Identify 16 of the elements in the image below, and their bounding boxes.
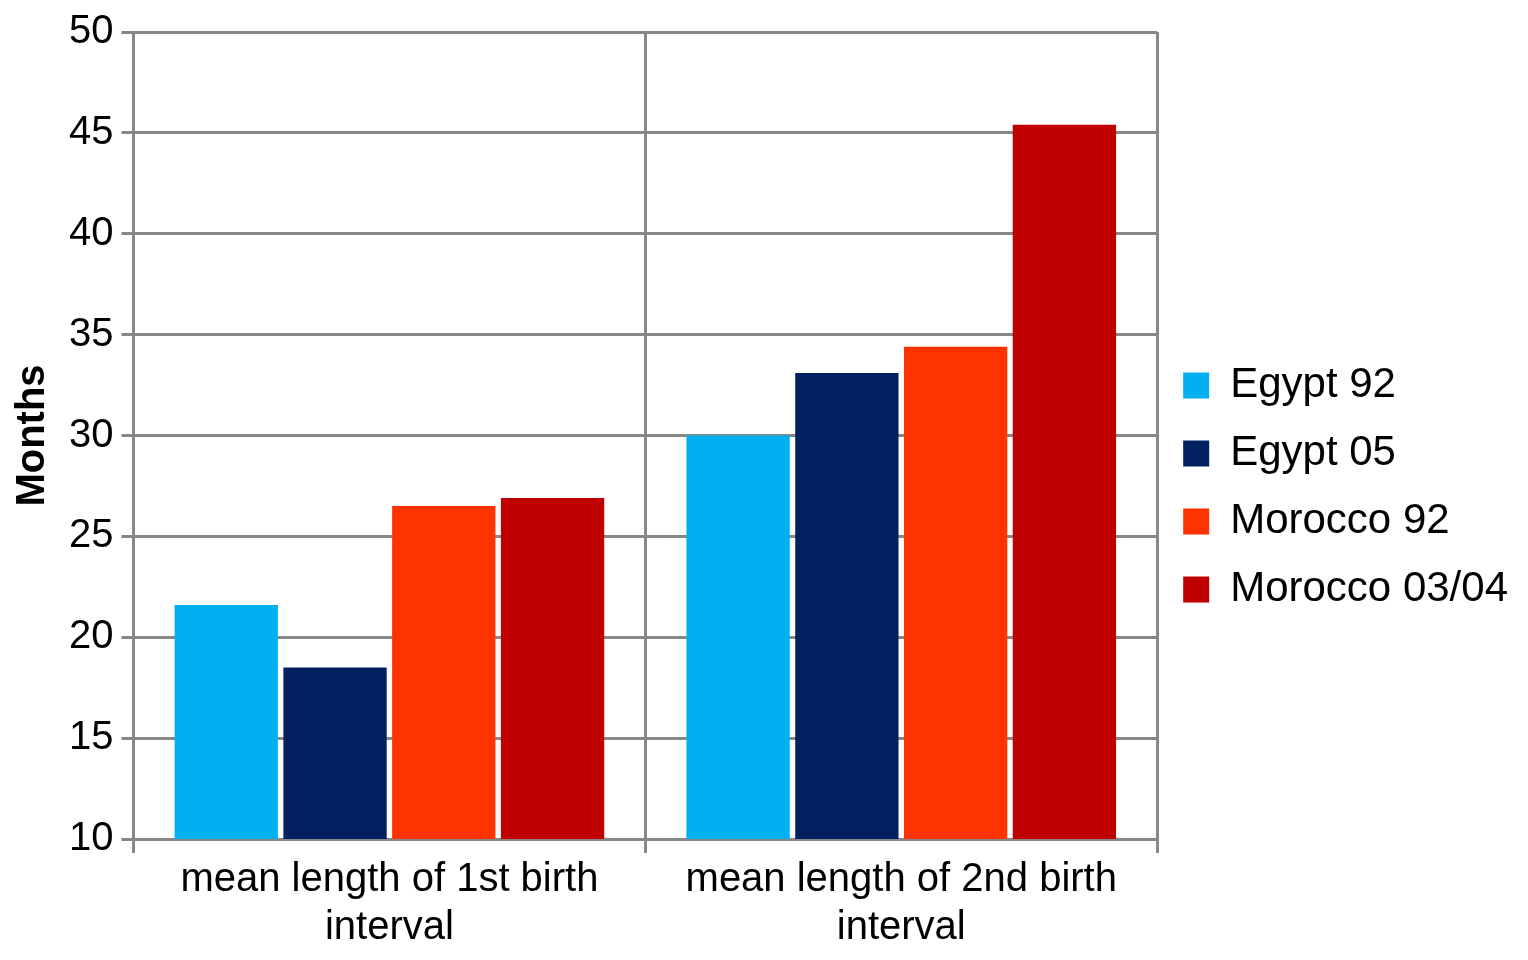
y-tick-label: 15 (68, 713, 114, 758)
y-tick-label: 20 (68, 612, 114, 657)
x-tick-label: mean length of 2nd birth interval (685, 855, 1117, 948)
y-axis-title: Months (8, 364, 53, 507)
x-tick-label: mean length of 1st birth interval (180, 855, 599, 948)
legend-label: Egypt 05 (1230, 427, 1396, 475)
legend-label: Morocco 03/04 (1230, 563, 1509, 611)
y-tick-label: 50 (68, 7, 114, 52)
y-tick-label: 35 (68, 309, 114, 354)
y-tick-label: 30 (68, 410, 114, 455)
y-tick-label: 25 (68, 511, 114, 556)
y-tick-label: 40 (68, 208, 114, 253)
y-tick-label: 10 (68, 814, 114, 859)
legend-label: Morocco 92 (1230, 495, 1450, 543)
legend-label: Egypt 92 (1230, 359, 1396, 407)
y-tick-label: 45 (68, 107, 114, 152)
